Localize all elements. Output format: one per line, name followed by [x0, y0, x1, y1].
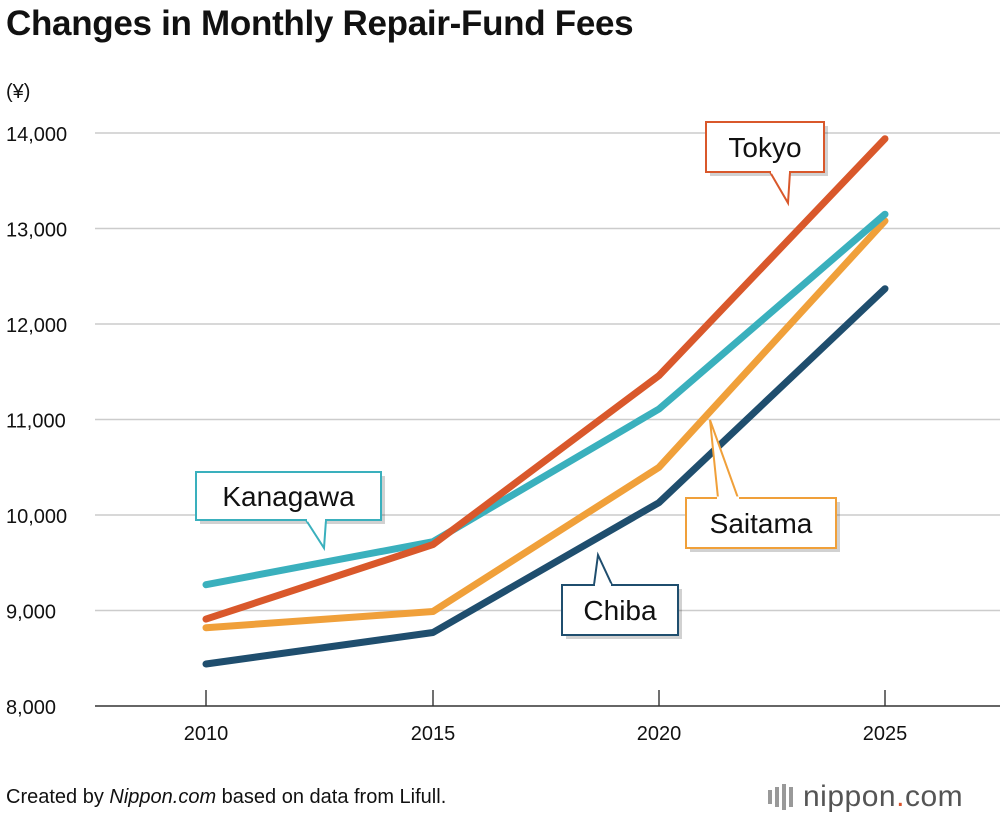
y-tick-label: 8,000 [6, 697, 56, 719]
callout-label: Saitama [710, 508, 813, 539]
callout-box [195, 471, 382, 521]
x-tick-label: 2010 [184, 723, 229, 745]
callout-tail [768, 171, 792, 207]
x-tick-label: 2015 [411, 723, 456, 745]
callout-saitama: Saitama [685, 419, 840, 552]
x-tick-label: 2020 [637, 723, 682, 745]
y-tick-label: 10,000 [6, 506, 67, 528]
callout-kanagawa: Kanagawa [195, 471, 385, 552]
series-line-saitama [202, 217, 889, 632]
logo-bars-icon [768, 784, 793, 810]
x-axis: 2010 2015 2020 2025 [184, 690, 908, 745]
callout-box [561, 584, 679, 636]
callout-tail [592, 551, 614, 586]
source-prefix: Created by [6, 786, 110, 808]
callout-box [685, 497, 837, 549]
source-suffix: based on data from Lifull. [216, 786, 447, 808]
series-line-chiba [202, 285, 889, 668]
y-tick-label: 9,000 [6, 602, 56, 624]
callout-label: Tokyo [728, 132, 801, 163]
series-line-tokyo [202, 135, 889, 623]
callout-tail [304, 519, 328, 552]
logo-tld: com [904, 780, 964, 813]
callout-chiba: Chiba [561, 551, 682, 639]
series-callouts: Tokyo Kanagawa Saitama Chiba [195, 121, 840, 639]
y-tick-label: 14,000 [6, 124, 67, 146]
y-tick-label: 13,000 [6, 220, 67, 242]
callout-label: Kanagawa [222, 481, 355, 512]
logo-dot: . [896, 780, 905, 813]
callout-tokyo: Tokyo [705, 121, 828, 207]
logo-name: nippon [803, 780, 897, 813]
nippon-logo: nippon. com [768, 780, 963, 814]
callout-label: Chiba [583, 595, 657, 626]
grid-lines: 8,000 9,000 10,000 11,000 12,000 13,000 14,000 [6, 124, 1000, 719]
source-publisher: Nippon.com [109, 786, 217, 808]
series-lines [202, 135, 889, 668]
y-tick-label: 11,000 [6, 411, 66, 433]
series-line-kanagawa [202, 210, 889, 589]
callout-box [705, 121, 825, 173]
line-chart: 8,000 9,000 10,000 11,000 12,000 13,000 14,000… [6, 81, 1000, 745]
chart-title: Changes in Monthly Repair-Fund Fees [6, 4, 634, 43]
y-tick-label: 12,000 [6, 315, 67, 337]
source-note: Created by Nippon.com based on data from… [6, 786, 446, 809]
y-axis-unit-label: (¥) [6, 81, 30, 103]
x-tick-label: 2025 [863, 723, 908, 745]
